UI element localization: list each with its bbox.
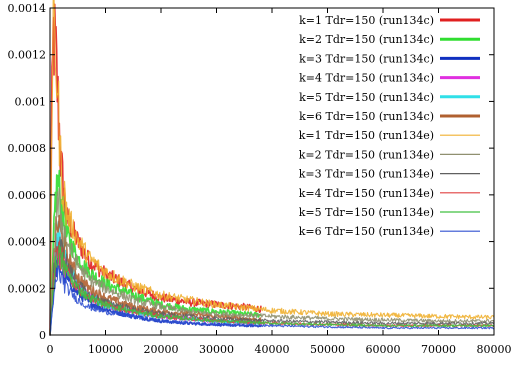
legend-entry-label: k=3 Tdr=150 (run134e) — [299, 168, 434, 181]
x-tick-label: 0 — [47, 343, 54, 356]
series-line-11 — [49, 244, 495, 336]
x-tick-label: 30000 — [199, 343, 234, 356]
x-axis: 0 10000 20000 30000 40000 50000 60000 70000 8000… — [47, 8, 512, 356]
legend-entry-label: k=6 Tdr=150 (run134e) — [299, 225, 434, 238]
x-tick-label: 20000 — [144, 343, 179, 356]
legend-entry-label: k=1 Tdr=150 (run134e) — [299, 129, 434, 142]
series-line-12 — [49, 265, 495, 336]
y-tick-label: 0 — [39, 329, 46, 342]
x-tick-label: 10000 — [88, 343, 123, 356]
y-tick-label: 0.0014 — [8, 2, 47, 15]
y-tick-label: 0.001 — [15, 95, 47, 108]
y-tick-label: 0.0004 — [8, 236, 47, 249]
legend: k=1 Tdr=150 (run134c) k=2 Tdr=150 (run134… — [299, 14, 480, 238]
x-tick-label: 40000 — [255, 343, 290, 356]
legend-entry-label: k=6 Tdr=150 (run134c) — [299, 110, 434, 123]
legend-entry-label: k=3 Tdr=150 (run134c) — [299, 52, 434, 65]
legend-entry-label: k=5 Tdr=150 (run134c) — [299, 91, 434, 104]
legend-entry-label: k=4 Tdr=150 (run134c) — [299, 72, 434, 85]
y-tick-label: 0.0008 — [8, 142, 47, 155]
y-tick-label: 0.0002 — [8, 282, 47, 295]
y-axis: 0 0.0002 0.0004 0.0006 0.0008 0.001 0.0012 0.00… — [8, 2, 494, 342]
legend-entry-label: k=4 Tdr=150 (run134e) — [299, 187, 434, 200]
x-tick-label: 50000 — [310, 343, 345, 356]
series-layer — [49, 0, 495, 336]
series-line-8 — [49, 187, 495, 336]
x-tick-label: 60000 — [366, 343, 401, 356]
series-line-7 — [49, 0, 495, 336]
legend-entry-label: k=1 Tdr=150 (run134c) — [299, 14, 434, 27]
legend-entry-label: k=5 Tdr=150 (run134e) — [299, 206, 434, 219]
legend-entry-label: k=2 Tdr=150 (run134e) — [299, 148, 434, 161]
x-tick-label: 70000 — [421, 343, 456, 356]
y-tick-label: 0.0006 — [8, 189, 47, 202]
x-tick-label: 80000 — [477, 343, 512, 356]
legend-entry-label: k=2 Tdr=150 (run134c) — [299, 33, 434, 46]
y-tick-label: 0.0012 — [8, 49, 47, 62]
